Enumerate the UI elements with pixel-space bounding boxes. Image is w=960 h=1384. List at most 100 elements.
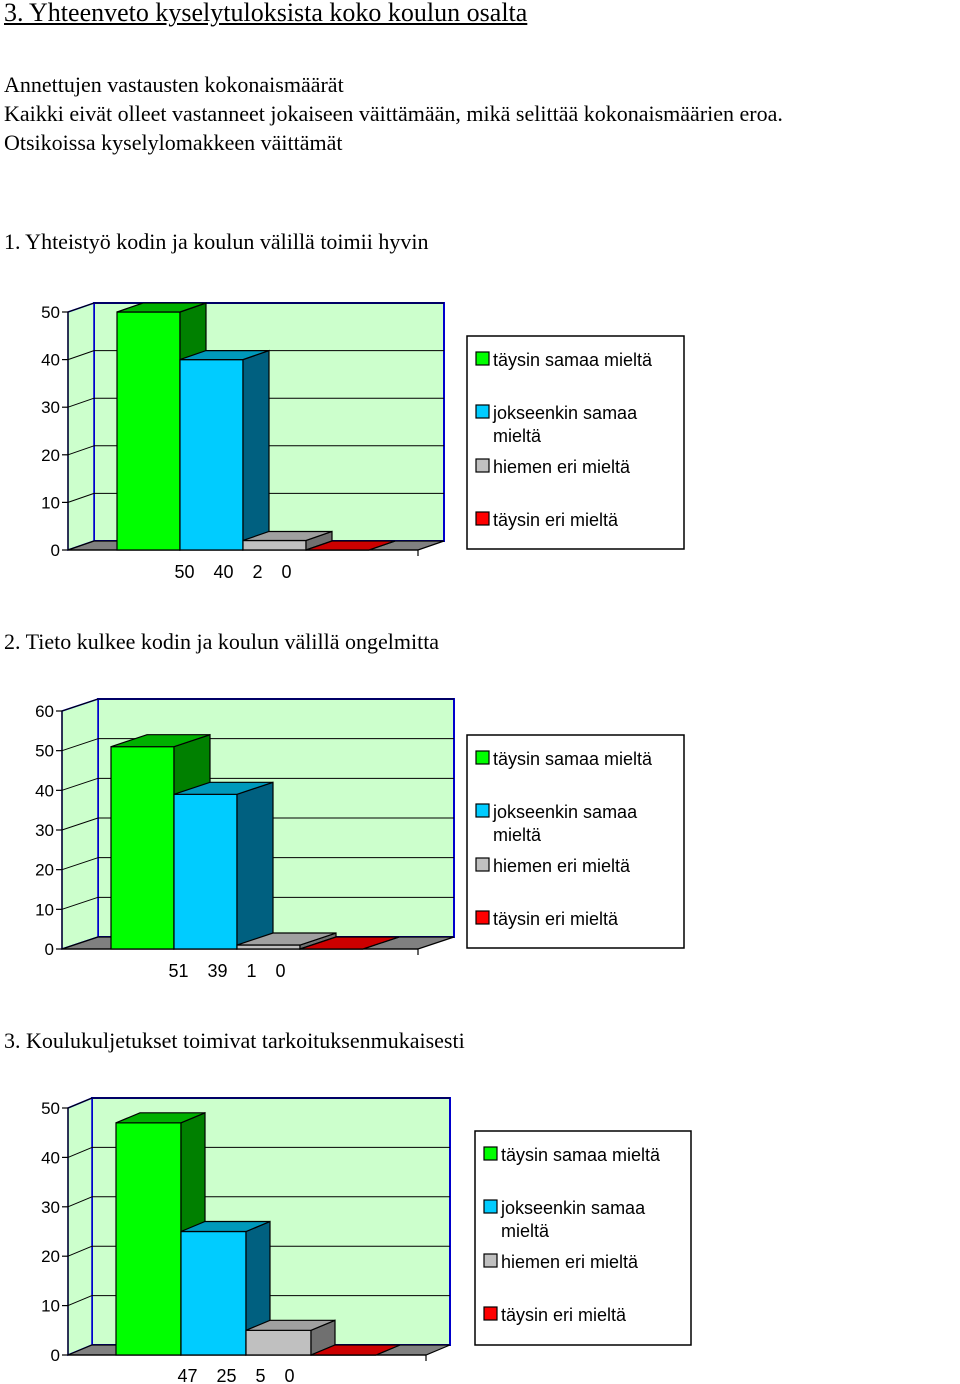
y-tick-label: 20 [41,1247,60,1266]
y-tick-label: 50 [41,303,60,322]
x-tick-label: 47 25 5 0 [177,1366,294,1384]
gridline-side [67,1196,93,1208]
bar-2 [180,1220,271,1356]
legend: täysin samaa mieltä jokseenkin samaa mielt… [466,335,685,550]
legend-label-1: täysin samaa mieltä [501,1145,661,1165]
legend: täysin samaa mieltä jokseenkin samaa mielt… [474,1130,692,1346]
y-tick-label: 30 [35,821,54,840]
y-tick-label: 30 [41,398,60,417]
y-tick-label: 0 [51,1346,60,1365]
y-tick-label: 50 [35,742,54,761]
y-tick-label: 10 [41,493,60,512]
gridline-side [61,857,99,871]
bar-top [180,1220,271,1233]
bar-front [180,1230,247,1356]
gridline-side [67,445,95,456]
legend: täysin samaa mieltä jokseenkin samaa mielt… [466,734,685,949]
gridline-side [61,738,99,752]
legend-label-4: täysin eri mieltä [501,1305,627,1325]
gridline-side [67,350,95,361]
chart-3: 0 10 20 30 40 50 47 25 5 0 täysin samaa mieltä j… [0,1086,700,1384]
intro-line-2: Kaikki eivät olleet vastanneet jokaiseen… [4,101,783,126]
gridline-side [67,1295,93,1307]
gridline-side [67,1245,93,1257]
bar-top [305,540,396,551]
bar-front [110,746,175,950]
chart-2-title: 2. Tieto kulkee kodin ja koulun välillä … [4,629,440,654]
bar-top [115,1112,206,1124]
bar-front [115,1122,182,1356]
gridline-side [61,698,99,712]
chart-2: 0 10 20 30 40 50 60 51 39 1 0 täysin samaa mielt… [0,690,700,990]
legend-swatch-1 [483,1146,498,1161]
x-tick-label: 51 39 1 0 [168,961,285,981]
legend-box [466,335,685,550]
bar-top [245,1319,336,1331]
legend-label-3: hiemen eri mieltä [493,856,631,876]
legend-box [474,1130,692,1346]
bar-top [310,1344,401,1356]
bar-2 [173,781,274,950]
chart-3-title: 3. Koulukuljetukset toimivat tarkoitukse… [4,1028,465,1053]
chart-3-svg: 0 10 20 30 40 50 47 25 5 0 täysin samaa mieltä j… [41,1096,692,1384]
plot-side-wall [67,1096,93,1357]
y-tick-label: 10 [41,1297,60,1316]
bar-3 [236,932,337,950]
bar-front [116,311,181,551]
gridline-side [61,896,99,910]
y-tick-label: 10 [35,900,54,919]
legend-swatch-3 [475,857,490,872]
bar-top [299,936,400,950]
legend-swatch-4 [475,910,490,925]
legend-label-4: täysin eri mieltä [493,909,619,929]
bar-4 [310,1344,401,1356]
bar-front [242,539,307,551]
legend-swatch-3 [483,1253,498,1268]
page-title: 3. Yhteenveto kyselytuloksista koko koul… [4,0,528,27]
gridline-side [67,1146,93,1158]
y-tick-label: 50 [41,1099,60,1118]
bar-top [242,530,333,542]
chart-1-svg: 0 10 20 30 40 50 50 40 2 0 täysin samaa mieltä j… [41,301,685,582]
legend-swatch-1 [475,750,490,765]
chart-1: 0 10 20 30 40 50 50 40 2 0 täysin samaa mieltä j… [0,290,700,590]
bar-4 [305,540,396,551]
bar-3 [242,530,333,551]
legend-label-1: täysin samaa mieltä [493,350,653,370]
legend-swatch-2 [475,404,490,419]
bar-front [245,1329,312,1356]
y-tick-label: 20 [35,861,54,880]
y-tick-label: 0 [51,541,60,560]
legend-label-4: täysin eri mieltä [493,510,619,530]
bar-side [242,349,270,551]
bar-2 [179,349,270,551]
legend-label-1: täysin samaa mieltä [493,749,653,769]
y-tick-label: 60 [35,702,54,721]
legend-swatch-2 [475,803,490,818]
legend-label-2: jokseenkin samaa mieltä [500,1198,646,1241]
legend-label-2: jokseenkin samaa mieltä [492,802,638,845]
legend-box [466,734,685,949]
gridline-side [61,777,99,791]
gridline-side [67,397,95,408]
legend-label-3: hiemen eri mieltä [493,457,631,477]
intro-line-1: Annettujen vastausten kokonaismäärät [4,72,344,97]
chart-2-svg: 0 10 20 30 40 50 60 51 39 1 0 täysin samaa mielt… [35,697,685,981]
plot-side-wall [67,301,95,552]
bar-4 [299,936,400,950]
gridline-side [67,492,95,503]
y-tick-label: 40 [41,1148,60,1167]
gridline-side [61,817,99,831]
x-tick-label: 50 40 2 0 [174,562,291,582]
y-tick-label: 20 [41,446,60,465]
bar-top [179,349,270,361]
legend-swatch-1 [475,351,490,366]
y-tick-label: 40 [41,351,60,370]
legend-label-3: hiemen eri mieltä [501,1252,639,1272]
y-tick-label: 0 [45,940,54,959]
legend-swatch-4 [483,1306,498,1321]
bar-front [179,358,244,551]
bar-top [173,781,274,795]
legend-swatch-4 [475,511,490,526]
y-tick-label: 40 [35,781,54,800]
